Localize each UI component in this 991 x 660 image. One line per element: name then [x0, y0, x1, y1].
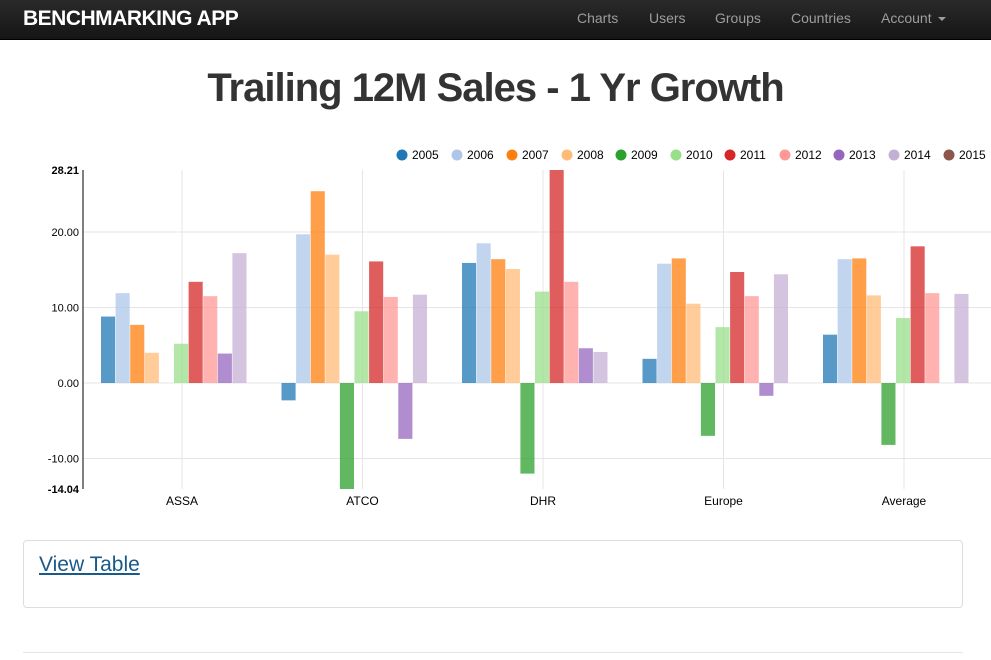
legend-swatch	[615, 149, 627, 161]
divider	[23, 652, 963, 653]
x-tick-label: ASSA	[166, 494, 198, 508]
legend-label: 2013	[849, 148, 876, 162]
legend-swatch	[506, 149, 518, 161]
legend-swatch	[451, 149, 463, 161]
bar-chart: 28.21 20.00 10.00 0.00 -10.00 -14.04 ASSA ATCO D…	[48, 148, 991, 508]
bar	[130, 324, 145, 383]
bar	[715, 327, 730, 383]
bar	[759, 382, 774, 396]
bar	[593, 352, 608, 383]
legend-swatch	[561, 149, 573, 161]
bar	[896, 318, 911, 383]
bar	[339, 382, 354, 489]
caret-down-icon	[937, 17, 946, 22]
bar	[837, 259, 852, 383]
bar	[462, 262, 477, 383]
bar	[144, 352, 159, 383]
bar	[232, 253, 247, 383]
page-title: Trailing 12M Sales - 1 Yr Growth	[207, 66, 784, 110]
legend-label: 2012	[795, 148, 822, 162]
bar	[657, 263, 672, 383]
bar	[866, 295, 881, 383]
y-tick-label: 28.21	[51, 165, 79, 177]
x-tick-label: Europe	[704, 494, 743, 508]
legend-swatch	[670, 149, 682, 161]
bar	[564, 281, 579, 383]
legend-label: 2007	[522, 148, 549, 162]
bar	[578, 348, 593, 383]
bar	[925, 293, 940, 383]
bar	[730, 272, 745, 383]
legend-label: 2014	[904, 148, 931, 162]
bar	[700, 382, 715, 436]
bar	[852, 258, 867, 383]
bar	[476, 243, 491, 383]
bar	[369, 261, 384, 383]
legend-swatch	[888, 149, 900, 161]
legend-swatch	[943, 149, 955, 161]
bar	[881, 382, 896, 445]
legend-label: 2005	[412, 148, 439, 162]
view-table-link[interactable]: View Table	[39, 553, 140, 576]
legend-label: 2010	[686, 148, 713, 162]
bar	[671, 258, 686, 383]
legend-swatch	[396, 149, 408, 161]
y-tick-label: 10.00	[51, 302, 79, 314]
y-tick-label: 0.00	[58, 378, 79, 390]
nav-users[interactable]: Users	[649, 10, 686, 26]
legend-swatch	[779, 149, 791, 161]
bar	[325, 254, 340, 383]
x-tick-label: ATCO	[346, 494, 378, 508]
nav-account-dropdown[interactable]: Account	[881, 10, 946, 26]
bar	[520, 382, 535, 474]
bar	[549, 170, 564, 383]
brand-logo[interactable]: BENCHMARKING APP	[23, 7, 239, 30]
legend-label: 2015	[959, 148, 986, 162]
legend-label: 2011	[740, 148, 766, 162]
bar	[686, 303, 701, 383]
bar	[203, 296, 218, 383]
bar	[296, 234, 311, 383]
nav-countries[interactable]: Countries	[791, 10, 851, 26]
bar	[383, 296, 398, 383]
bar	[910, 246, 925, 383]
y-tick-label: -14.04	[48, 484, 80, 496]
nav-account-label: Account	[881, 10, 932, 26]
bar	[217, 353, 232, 383]
bar	[101, 316, 116, 383]
bar	[310, 191, 325, 383]
bar	[281, 382, 296, 401]
bar	[954, 293, 969, 383]
legend-label: 2008	[577, 148, 604, 162]
bar	[773, 274, 788, 383]
bar	[412, 294, 427, 383]
bar	[174, 343, 189, 383]
bar	[744, 296, 759, 383]
bar	[642, 358, 657, 383]
y-tick-label: -10.00	[48, 453, 79, 465]
nav-groups[interactable]: Groups	[715, 10, 761, 26]
nav-charts[interactable]: Charts	[577, 10, 619, 26]
bar	[505, 268, 520, 383]
table-panel: View Table	[23, 540, 963, 608]
navbar: BENCHMARKING APP Charts Users Groups Cou…	[0, 0, 991, 40]
legend-label: 2009	[631, 148, 658, 162]
x-tick-label: Average	[882, 494, 927, 508]
x-tick-label: DHR	[530, 494, 556, 508]
y-tick-label: 20.00	[51, 227, 79, 239]
bar	[354, 311, 369, 383]
bar	[535, 291, 550, 383]
bar	[398, 382, 413, 439]
legend-label: 2006	[467, 148, 494, 162]
bar	[188, 281, 203, 383]
bar	[491, 259, 506, 383]
legend-swatch	[724, 149, 736, 161]
bar	[823, 334, 838, 383]
legend-swatch	[833, 149, 845, 161]
bar	[115, 293, 130, 383]
